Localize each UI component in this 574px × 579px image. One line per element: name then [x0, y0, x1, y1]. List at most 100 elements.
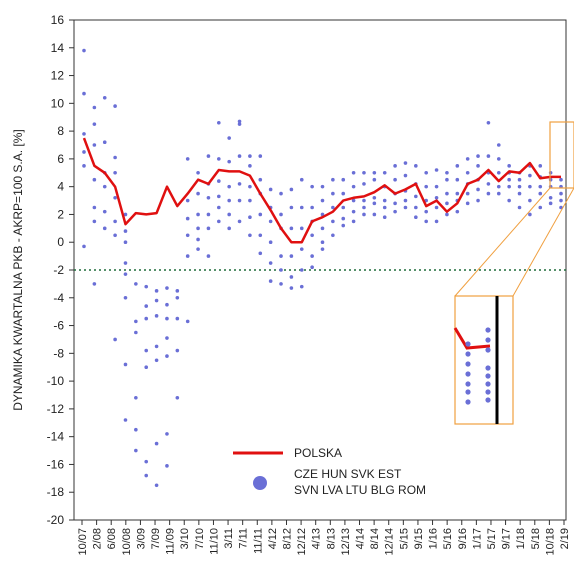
- country-dot: [217, 219, 221, 224]
- inset-polska-line: [453, 327, 491, 350]
- country-dot: [559, 198, 563, 203]
- country-dot: [310, 233, 314, 238]
- country-dot: [113, 233, 117, 238]
- x-tick-label: 3/11: [223, 528, 235, 549]
- country-dot: [227, 184, 231, 189]
- polska-line-layer: [82, 137, 561, 244]
- country-dot: [206, 254, 211, 258]
- country-dot: [185, 198, 190, 203]
- y-tick-label: -20: [47, 513, 65, 527]
- country-dot: [185, 233, 190, 238]
- country-dot: [299, 284, 304, 289]
- country-dot: [476, 198, 480, 203]
- country-dot: [217, 120, 221, 125]
- country-dot: [154, 483, 159, 488]
- country-dot: [237, 182, 242, 186]
- x-tick-label: 8/13: [325, 528, 337, 549]
- country-dot: [403, 161, 408, 165]
- country-dot: [92, 105, 97, 110]
- x-tick-label: 3/10: [179, 528, 191, 549]
- country-dot: [362, 182, 366, 186]
- country-dot: [165, 432, 169, 436]
- country-dot: [82, 48, 86, 53]
- country-dot: [165, 302, 169, 307]
- country-dot: [154, 289, 159, 293]
- x-tick-label: 5/15: [398, 528, 410, 549]
- country-dot: [134, 395, 138, 400]
- country-dot: [165, 286, 169, 290]
- country-dot: [196, 191, 200, 196]
- x-tick-label: 4/13: [311, 528, 323, 549]
- country-dot: [258, 212, 263, 217]
- country-dot: [424, 184, 428, 189]
- country-dot: [496, 157, 501, 161]
- country-dot: [279, 282, 283, 286]
- country-dot: [206, 154, 211, 158]
- y-tick-label: 0: [57, 235, 64, 249]
- legend-dot-swatch: [253, 476, 267, 490]
- inset-dot: [465, 361, 471, 367]
- country-dot: [331, 233, 335, 238]
- x-tick-label: 11/09: [165, 528, 177, 555]
- country-dot: [123, 418, 128, 422]
- country-dot: [434, 184, 439, 189]
- country-dot: [217, 205, 221, 210]
- country-dot: [82, 150, 86, 154]
- country-dot: [134, 319, 138, 324]
- country-dot: [548, 177, 553, 182]
- y-tick-label: -18: [47, 485, 65, 499]
- country-dot: [528, 212, 532, 217]
- inset-dot: [485, 381, 491, 387]
- country-dot: [434, 205, 439, 210]
- country-dot: [144, 348, 149, 353]
- country-dot: [310, 205, 314, 210]
- y-tick-label: -14: [47, 430, 65, 444]
- country-dot: [403, 173, 408, 178]
- country-dot: [434, 195, 439, 200]
- inset-dot: [485, 347, 491, 353]
- x-tick-label: 5/17: [486, 528, 498, 549]
- country-dot: [424, 209, 428, 214]
- country-dot: [92, 122, 97, 126]
- country-dot: [154, 298, 159, 303]
- y-tick-label: 6: [57, 152, 64, 166]
- country-dot: [113, 155, 117, 160]
- country-dot: [372, 212, 377, 217]
- zoom-inset-box: [454, 295, 514, 425]
- zoom-source-box: [549, 121, 574, 189]
- country-dot: [268, 187, 273, 192]
- country-dot: [455, 191, 460, 196]
- country-dot: [237, 219, 242, 224]
- country-dot: [113, 337, 117, 342]
- x-tick-label: 7/11: [238, 528, 250, 549]
- x-tick-label: 1/18: [515, 528, 527, 549]
- country-dot: [548, 201, 553, 206]
- x-tick-label: 12/12: [296, 528, 308, 556]
- x-tick-label: 10/07: [77, 528, 89, 556]
- x-tick-label: 5/18: [530, 528, 542, 549]
- country-dot: [414, 205, 418, 210]
- legend-label-group-2: SVN LVA LTU BLG ROM: [294, 483, 426, 497]
- x-tick-label: 12/14: [384, 528, 396, 556]
- country-dot: [507, 164, 511, 168]
- country-dot: [175, 295, 180, 300]
- country-dot: [289, 187, 294, 192]
- country-dot: [144, 459, 149, 464]
- x-tick-label: 2/19: [559, 528, 571, 549]
- country-dot: [144, 316, 149, 321]
- country-dot: [289, 286, 294, 290]
- country-dot: [445, 201, 449, 206]
- country-dot: [507, 177, 511, 182]
- y-tick-label: 8: [57, 124, 64, 138]
- inset-dot: [465, 371, 471, 377]
- x-tick-label: 4/12: [267, 528, 279, 549]
- country-dot: [517, 205, 522, 210]
- country-dot: [414, 215, 418, 220]
- country-dot: [538, 164, 543, 168]
- y-tick-label: -4: [53, 291, 64, 305]
- country-dot: [445, 177, 449, 182]
- country-dot: [92, 177, 97, 182]
- country-dot: [279, 254, 283, 258]
- country-dot: [279, 268, 283, 272]
- country-dot: [185, 319, 190, 324]
